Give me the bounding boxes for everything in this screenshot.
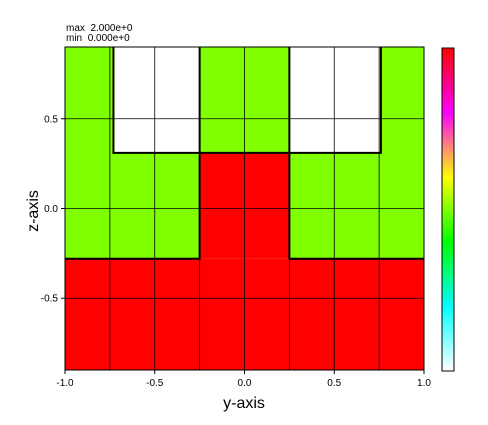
- y-tick-label-0: -0.5: [41, 294, 59, 305]
- x-tick-label-1: -0.5: [146, 378, 164, 389]
- white-region-outline-0: [112, 47, 201, 154]
- max-label: max: [66, 23, 85, 34]
- red-region-boundary: [65, 151, 424, 260]
- x-tick-label-3: 0.5: [327, 378, 341, 389]
- region-value-0-2: [289, 47, 381, 153]
- x-axis-label: y-axis: [223, 395, 265, 412]
- y-tick-label-2: 0.5: [44, 114, 58, 125]
- region-value-0-1: [113, 47, 200, 153]
- x-tick-label-0: -1.0: [56, 378, 74, 389]
- max-value: 2.000e+0: [90, 23, 133, 34]
- max-readout: max 2.000e+0: [66, 24, 132, 34]
- min-readout: min 0.000e+0: [66, 34, 130, 44]
- x-tick-label-4: 1.0: [417, 378, 431, 389]
- white-region-outline-1: [288, 47, 382, 154]
- y-axis-label: z-axis: [25, 190, 42, 232]
- grid-layer: [65, 47, 424, 370]
- x-tick-label-2: 0.0: [238, 378, 252, 389]
- colorbar: [441, 47, 455, 372]
- x-axis-ticks: -1.0 -0.5 0.0 0.5 1.0: [56, 370, 431, 389]
- min-value: 0.000e+0: [87, 33, 130, 44]
- min-label: min: [66, 33, 83, 44]
- boundary-layer: [65, 47, 424, 260]
- y-tick-label-1: 0.0: [44, 204, 58, 215]
- y-axis-ticks: -0.5 0.0 0.5: [41, 114, 65, 305]
